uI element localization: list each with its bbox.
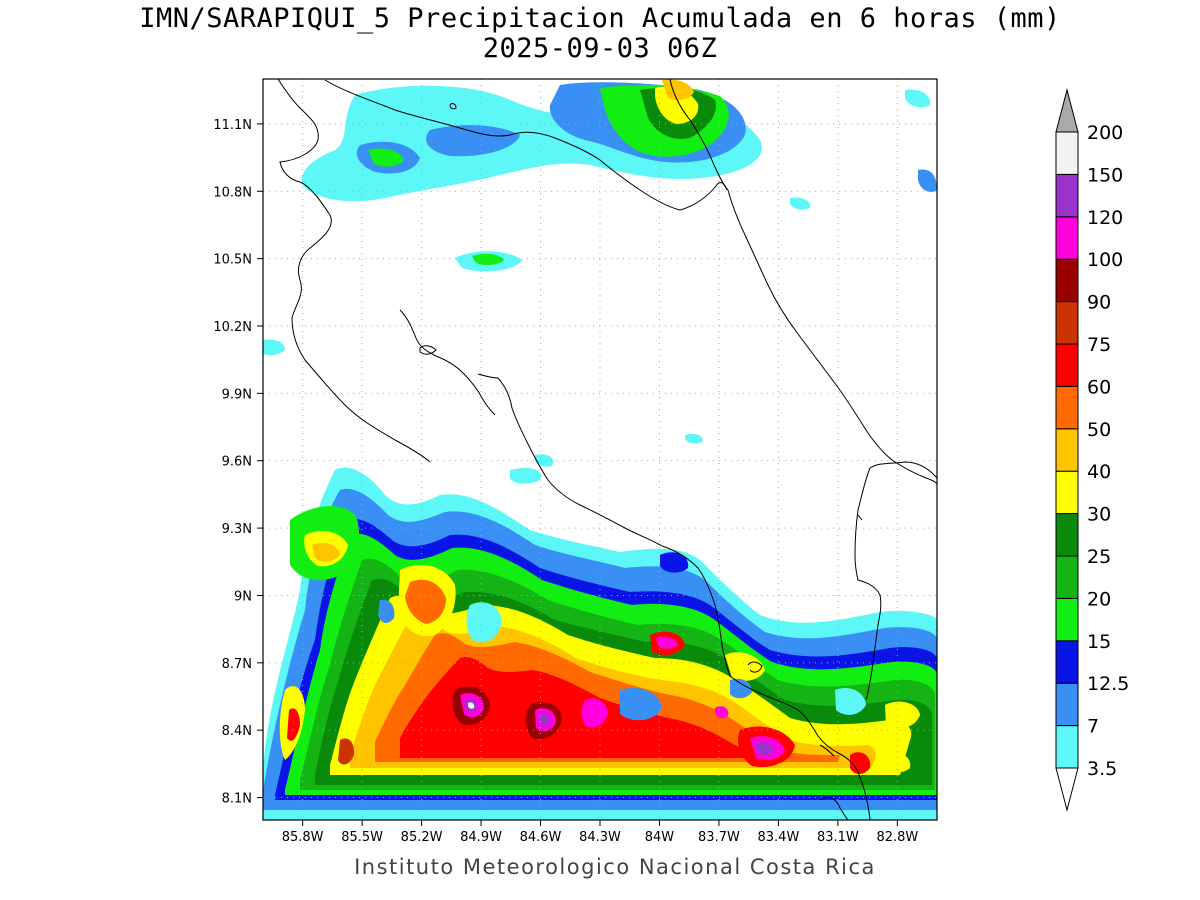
colorbar-swatch	[1055, 131, 1079, 175]
x-tick-label: 84.6W	[520, 830, 562, 845]
colorbar-label: 7	[1087, 716, 1099, 738]
x-tick-label: 84.9W	[460, 830, 502, 845]
map-title: IMN/SARAPIQUI_5 Precipitacion Acumulada …	[139, 3, 1061, 34]
map-date: 2025-09-03 06Z	[482, 33, 718, 64]
colorbar: 3.5 7 12.5 15 20 25 30 40 50 60 75 90 100 120 150 200	[1055, 88, 1129, 812]
colorbar-label: 50	[1087, 419, 1111, 441]
x-tick-label: 83.1W	[817, 830, 859, 845]
colorbar-label: 75	[1087, 334, 1111, 356]
coastlines	[277, 79, 937, 820]
x-tick-label: 84W	[645, 830, 675, 845]
y-tick-label: 9.3N	[222, 522, 252, 537]
colorbar-swatch	[1055, 216, 1079, 260]
colorbar-swatch	[1055, 301, 1079, 345]
x-tick-label: 85.8W	[282, 830, 324, 845]
colorbar-label: 150	[1087, 164, 1123, 186]
colorbar-swatch	[1055, 513, 1079, 557]
map-gridlines	[263, 79, 937, 820]
y-tick-label: 10.2N	[213, 320, 252, 335]
colorbar-swatch	[1055, 428, 1079, 472]
colorbar-swatch	[1055, 682, 1079, 727]
y-tick-label: 8.4N	[222, 724, 252, 739]
colorbar-label: 200	[1087, 122, 1123, 144]
colorbar-label: 30	[1087, 504, 1111, 526]
precipitation-field	[263, 79, 937, 820]
colorbar-swatch	[1055, 725, 1079, 769]
colorbar-label: 3.5	[1087, 758, 1117, 780]
x-tick-label: 82.8W	[876, 830, 918, 845]
latitude-axis: 8.1N 8.4N 8.7N 9N 9.3N 9.6N 9.9N 10.2N 10.5N 10.8…	[213, 118, 263, 807]
y-tick-label: 9.9N	[222, 387, 252, 402]
colorbar-label: 60	[1087, 376, 1111, 398]
y-tick-label: 8.7N	[222, 657, 252, 672]
colorbar-swatch	[1055, 555, 1079, 599]
colorbar-label: 40	[1087, 461, 1111, 483]
map-footer: Instituto Meteorologico Nacional Costa R…	[354, 855, 876, 879]
y-tick-label: 11.1N	[213, 118, 252, 133]
colorbar-swatch	[1055, 385, 1079, 430]
colorbar-upper-arrow	[1055, 88, 1079, 133]
colorbar-swatch	[1055, 640, 1079, 684]
colorbar-label: 25	[1087, 546, 1111, 568]
longitude-axis: 85.8W 85.5W 85.2W 84.9W 84.6W 84.3W 84W 83.7W 83…	[282, 820, 918, 845]
colorbar-swatch	[1055, 343, 1079, 387]
y-tick-label: 9.6N	[222, 455, 252, 470]
x-tick-label: 83.7W	[698, 830, 740, 845]
x-tick-label: 85.2W	[401, 830, 443, 845]
colorbar-label: 15	[1087, 631, 1111, 653]
y-tick-label: 9N	[234, 589, 252, 604]
colorbar-swatch	[1055, 597, 1079, 642]
x-tick-label: 83.4W	[758, 830, 800, 845]
x-tick-label: 85.5W	[341, 830, 383, 845]
y-tick-label: 10.8N	[213, 185, 252, 200]
x-tick-label: 84.3W	[579, 830, 621, 845]
colorbar-swatch	[1055, 470, 1079, 515]
colorbar-swatch	[1055, 258, 1079, 303]
colorbar-label: 100	[1087, 249, 1123, 271]
colorbar-label: 120	[1087, 207, 1123, 229]
colorbar-label: 90	[1087, 292, 1111, 314]
colorbar-lower-arrow	[1055, 767, 1079, 812]
y-tick-label: 8.1N	[222, 792, 252, 807]
colorbar-label: 12.5	[1087, 673, 1129, 695]
colorbar-swatch	[1055, 173, 1079, 218]
colorbar-label: 20	[1087, 588, 1111, 610]
y-tick-label: 10.5N	[213, 253, 252, 268]
